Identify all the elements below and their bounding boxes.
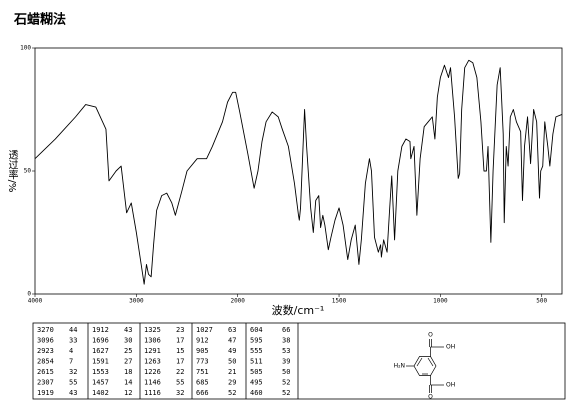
wavenumber-cell: 595 (250, 337, 263, 345)
structure (406, 339, 444, 393)
bond (416, 357, 423, 367)
transmittance-cell: 25 (124, 347, 132, 355)
y-tick-label: 50 (24, 168, 32, 175)
transmittance-cell: 63 (228, 326, 236, 334)
transmittance-cell: 17 (176, 337, 184, 345)
x-tick-label: 4000 (28, 298, 43, 305)
atom-label: O (428, 332, 433, 339)
transmittance-cell: 49 (228, 347, 236, 355)
y-tick-label: 100 (20, 45, 31, 52)
wavenumber-cell: 2307 (37, 379, 54, 387)
wavenumber-cell: 666 (196, 389, 209, 397)
x-axis-label: 波数/cm⁻¹ (272, 304, 325, 317)
wavenumber-cell: 1263 (144, 358, 161, 366)
transmittance-cell: 30 (124, 337, 132, 345)
transmittance-cell: 50 (228, 358, 236, 366)
transmittance-cell: 38 (282, 337, 290, 345)
wavenumber-cell: 685 (196, 379, 209, 387)
wavenumber-cell: 912 (196, 337, 209, 345)
transmittance-cell: 32 (69, 368, 77, 376)
transmittance-cell: 55 (69, 379, 77, 387)
atom-label: O (428, 394, 433, 401)
wavenumber-cell: 1553 (92, 368, 109, 376)
y-tick-label: 0 (27, 291, 31, 298)
wavenumber-cell: 905 (196, 347, 209, 355)
wavenumber-cell: 495 (250, 379, 263, 387)
transmittance-cell: 15 (176, 347, 184, 355)
transmittance-cell: 52 (282, 379, 290, 387)
wavenumber-cell: 1627 (92, 347, 109, 355)
transmittance-cell: 29 (228, 379, 236, 387)
wavenumber-cell: 604 (250, 326, 263, 334)
transmittance-cell: 66 (282, 326, 290, 334)
wavenumber-cell: 1457 (92, 379, 109, 387)
x-tick-label: 3000 (129, 298, 144, 305)
wavenumber-cell: 1306 (144, 337, 161, 345)
wavenumber-cell: 511 (250, 358, 263, 366)
wavenumber-cell: 555 (250, 347, 263, 355)
wavenumber-cell: 1402 (92, 389, 109, 397)
x-tick-label: 500 (536, 298, 547, 305)
transmittance-cell: 22 (176, 368, 184, 376)
wavenumber-cell: 1591 (92, 358, 109, 366)
wavenumber-cell: 3270 (37, 326, 54, 334)
transmittance-cell: 47 (228, 337, 236, 345)
transmittance-cell: 50 (282, 368, 290, 376)
transmittance-cell: 18 (124, 368, 132, 376)
transmittance-cell: 7 (69, 358, 73, 366)
transmittance-cell: 33 (69, 337, 77, 345)
y-axis-label: 透过率/% (6, 149, 18, 192)
transmittance-cell: 14 (124, 379, 132, 387)
transmittance-cell: 32 (176, 389, 184, 397)
transmittance-cell: 52 (228, 389, 236, 397)
atom-label: OH (446, 344, 455, 351)
chart-title: 石蜡糊法 (13, 12, 66, 28)
wavenumber-cell: 2615 (37, 368, 54, 376)
wavenumber-cell: 1146 (144, 379, 161, 387)
transmittance-cell: 4 (69, 347, 73, 355)
transmittance-cell: 21 (228, 368, 236, 376)
wavenumber-cell: 1027 (196, 326, 213, 334)
wavenumber-cell: 751 (196, 368, 209, 376)
wavenumber-cell: 1116 (144, 389, 161, 397)
transmittance-cell: 23 (176, 326, 184, 334)
wavenumber-cell: 1291 (144, 347, 161, 355)
wavenumber-cell: 1325 (144, 326, 161, 334)
table-border (32, 322, 566, 400)
wavenumber-cell: 3096 (37, 337, 54, 345)
transmittance-cell: 39 (282, 358, 290, 366)
transmittance-cell: 17 (176, 358, 184, 366)
transmittance-cell: 43 (124, 326, 132, 334)
wavenumber-cell: 2923 (37, 347, 54, 355)
x-tick-label: 2000 (230, 298, 245, 305)
wavenumber-cell: 1226 (144, 368, 161, 376)
x-tick-label: 1500 (332, 298, 347, 305)
transmittance-cell: 55 (176, 379, 184, 387)
atom-label: OH (446, 382, 455, 389)
plot-frame (34, 47, 563, 295)
transmittance-cell: 44 (69, 326, 77, 334)
wavenumber-cell: 1912 (92, 326, 109, 334)
wavenumber-cell: 2854 (37, 358, 54, 366)
wavenumber-cell: 773 (196, 358, 209, 366)
x-tick-label: 1000 (433, 298, 448, 305)
transmittance-cell: 27 (124, 358, 132, 366)
wavenumber-cell: 1696 (92, 337, 109, 345)
transmittance-cell: 12 (124, 389, 132, 397)
bond (427, 357, 434, 367)
transmittance-cell: 52 (282, 389, 290, 397)
wavenumber-cell: 505 (250, 368, 263, 376)
transmittance-cell: 43 (69, 389, 77, 397)
spectrum-line (34, 59, 563, 285)
wavenumber-cell: 1919 (37, 389, 54, 397)
wavenumber-cell: 460 (250, 389, 263, 397)
atom-label: H₂N (394, 363, 405, 370)
transmittance-cell: 53 (282, 347, 290, 355)
